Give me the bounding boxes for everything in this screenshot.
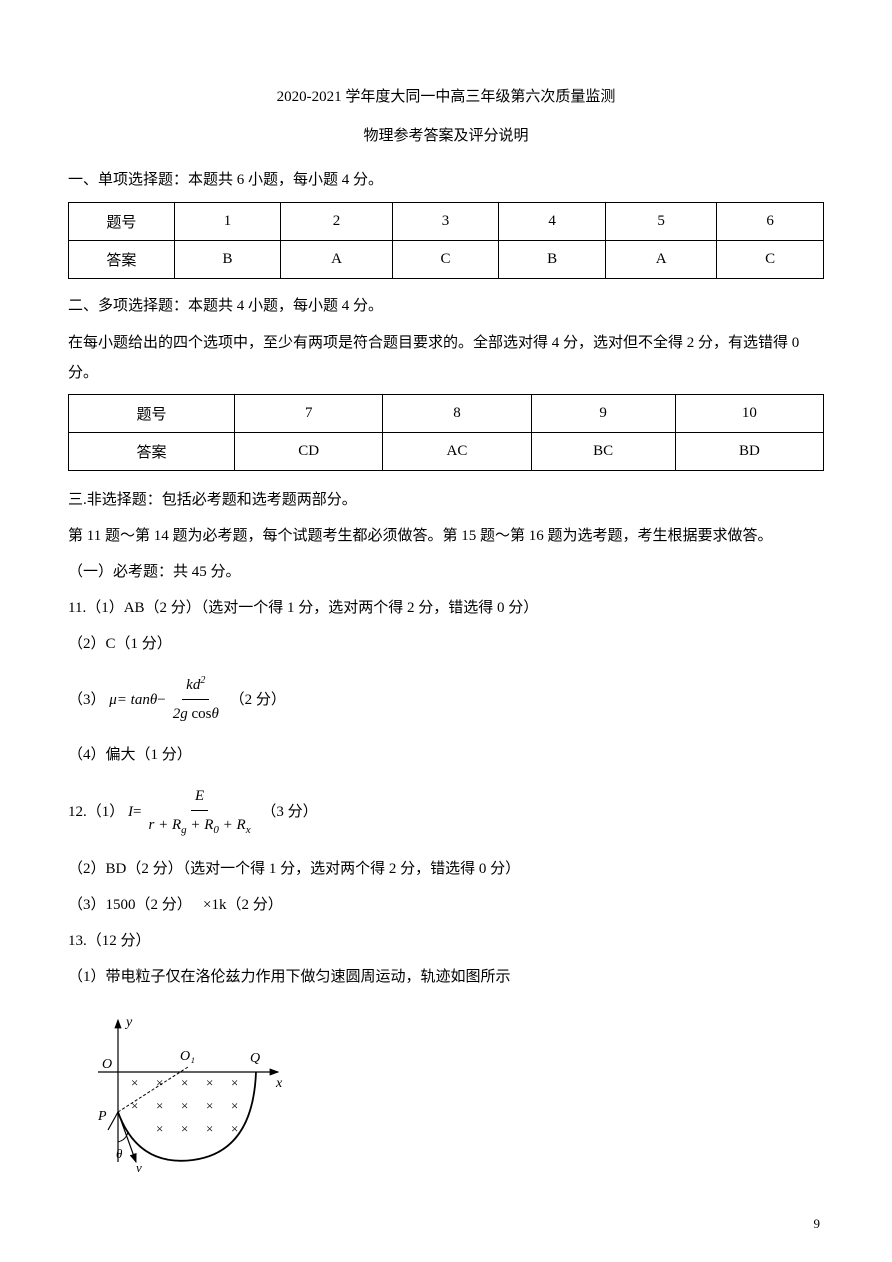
cross-icon: × [206,1121,213,1136]
multi-choice-table: 题号 7 8 9 10 答案 CD AC BC BD [68,394,824,471]
table-row: 题号 7 8 9 10 [69,395,824,433]
fraction-num: kd2 [182,673,209,700]
q11-3-prefix: （3） [68,688,106,712]
den-2g: 2g [173,706,188,722]
fraction-den: 2g cosθ [169,700,223,726]
cell: 9 [531,395,675,433]
q12-1-formula: 12.（1） I = E r + Rg + R0 + Rx （3 分） [68,784,824,840]
main-title: 2020-2021 学年度大同一中高三年级第六次质量监测 [68,85,824,106]
p-tangent [108,1112,118,1130]
section3-req: （一）必考题：共 45 分。 [68,557,824,587]
section3-desc: 第 11 题～第 14 题为必考题，每个试题考生都必须做答。第 15 题～第 1… [68,521,824,551]
cross-icon: × [206,1098,213,1113]
cell: C [392,241,499,279]
cross-icon: × [156,1075,163,1090]
cell: 10 [675,395,823,433]
plus2: + R [219,817,246,833]
cross-icon: × [156,1098,163,1113]
cell: AC [383,433,531,471]
theta-label: θ [116,1146,123,1161]
cell: C [717,241,824,279]
mu-symbol: μ [109,688,117,712]
q12-1-score: （3 分） [261,800,317,824]
table-row: 题号 1 2 3 4 5 6 [69,203,824,241]
cell: 1 [174,203,281,241]
cell: CD [235,433,383,471]
cross-icon: × [231,1121,238,1136]
fraction-num: E [191,784,208,811]
table-row: 答案 B A C B A C [69,241,824,279]
section1-heading: 一、单项选择题：本题共 6 小题，每小题 4 分。 [68,167,824,194]
cell: B [174,241,281,279]
cell: 4 [499,203,606,241]
theta-symbol: θ [150,688,157,712]
cross-icon: × [206,1075,213,1090]
eq-symbol: = [133,800,141,824]
den-theta: θ [211,706,218,722]
cell: B [499,241,606,279]
minus-symbol: − [157,688,165,712]
cell: BD [675,433,823,471]
v-label: v [136,1160,142,1175]
plus1: + R [187,817,214,833]
q12-1-prefix: 12.（1） [68,800,124,824]
fraction: kd2 2g cosθ [169,673,223,726]
kd-text: kd [186,677,200,693]
q11-1: 11.（1）AB（2 分）（选对一个得 1 分，选对两个得 2 分，错选得 0 … [68,593,824,623]
q12-3: （3）1500（2 分） ×1k（2 分） [68,890,824,920]
q13: 13.（12 分） [68,926,824,956]
section3-heading: 三.非选择题：包括必考题和选考题两部分。 [68,485,824,515]
sup-2: 2 [200,675,205,686]
cell: 8 [383,395,531,433]
cross-icon: × [156,1121,163,1136]
sub-x: x [246,824,251,836]
q13-1: （1）带电粒子仅在洛伦兹力作用下做匀速圆周运动，轨迹如图所示 [68,962,824,992]
cross-icon: × [181,1075,188,1090]
trajectory-diagram: y x O O₁ Q P θ v × × × × × × × × × [78,1012,824,1192]
section2-rule: 在每小题给出的四个选项中，至少有两项是符合题目要求的。全部选对得 4 分，选对但… [68,328,824,388]
diagram-svg: y x O O₁ Q P θ v × × × × × × × × × [78,1012,288,1187]
cell: 6 [717,203,824,241]
x-label: x [275,1076,283,1091]
cell: 7 [235,395,383,433]
cross-icon: × [181,1098,188,1113]
q11-2: （2）C（1 分） [68,629,824,659]
cross-icon: × [231,1098,238,1113]
cross-icon: × [131,1098,138,1113]
cell: 3 [392,203,499,241]
dashed-line-2 [118,1067,188,1112]
cell: A [605,241,716,279]
cross-icon: × [131,1075,138,1090]
table-row: 答案 CD AC BC BD [69,433,824,471]
cell: BC [531,433,675,471]
cell-header: 答案 [69,433,235,471]
q11-3-formula: （3） μ = tan θ − kd2 2g cosθ （2 分） [68,673,824,726]
fraction: E r + Rg + R0 + Rx [144,784,254,840]
eq-text: = tan [117,688,150,712]
section2-heading: 二、多项选择题：本题共 4 小题，每小题 4 分。 [68,293,824,320]
q12-2: （2）BD（2 分）（选对一个得 1 分，选对两个得 2 分，错选得 0 分） [68,854,824,884]
cell: 5 [605,203,716,241]
single-choice-table: 题号 1 2 3 4 5 6 答案 B A C B A C [68,202,824,279]
fraction-den: r + Rg + R0 + Rx [144,811,254,840]
cell-header: 答案 [69,241,175,279]
den-r: r + R [148,817,181,833]
O1-label: O₁ [180,1049,195,1064]
P-label: P [97,1109,107,1124]
page-number: 9 [814,1216,821,1232]
cell: A [281,241,392,279]
cell-header: 题号 [69,395,235,433]
y-label: y [124,1015,133,1030]
cell-header: 题号 [69,203,175,241]
q11-3-score: （2 分） [230,688,286,712]
O-label: O [102,1057,112,1072]
den-cos: cos [188,706,212,722]
cross-icon: × [231,1075,238,1090]
Q-label: Q [250,1051,260,1066]
q11-4: （4）偏大（1 分） [68,740,824,770]
cell: 2 [281,203,392,241]
cross-icon: × [181,1121,188,1136]
sub-title: 物理参考答案及评分说明 [68,124,824,145]
